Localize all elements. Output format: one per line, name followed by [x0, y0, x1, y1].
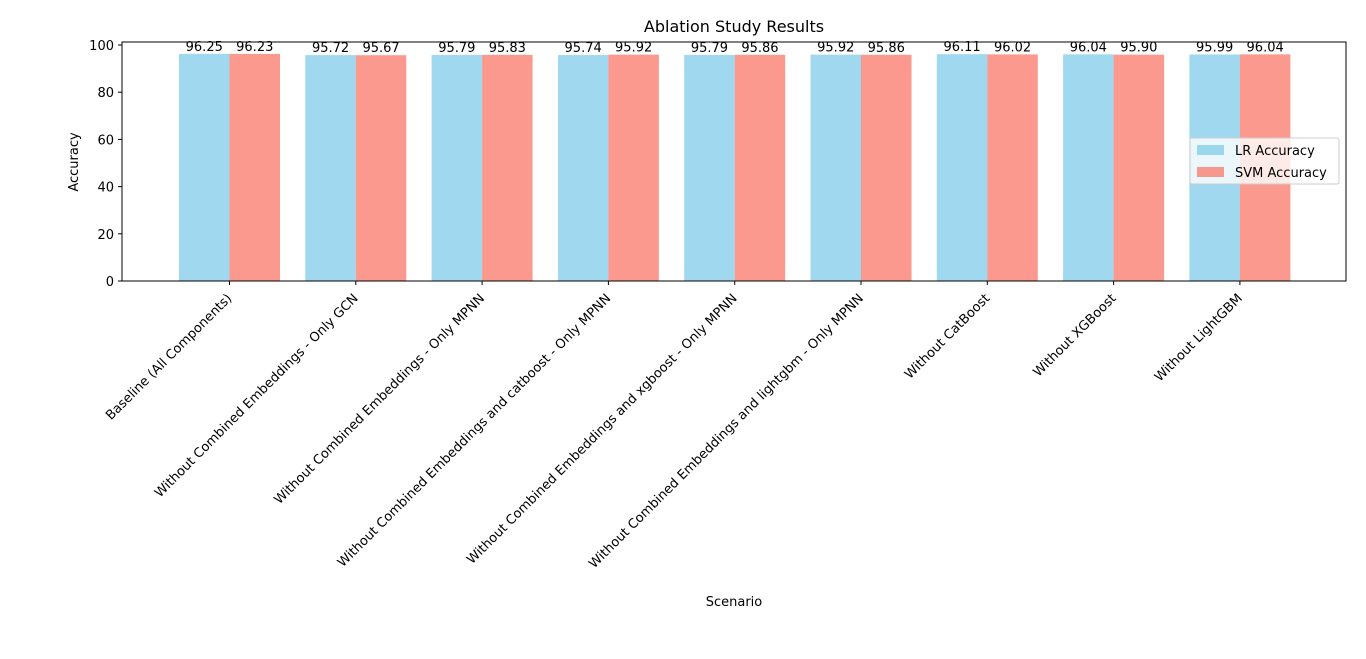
x-axis-label: Scenario — [706, 595, 763, 610]
x-tick-label-0: Baseline (All Components) — [103, 291, 235, 423]
legend-box — [1189, 137, 1340, 185]
data-label-svm-5: 95.86 — [868, 41, 905, 56]
y-axis-label: Accuracy — [67, 132, 82, 192]
bar-svm-7 — [1113, 54, 1165, 282]
bar-lr-1 — [305, 55, 356, 281]
bar-lr-3 — [557, 55, 609, 281]
plot-area: 96.25 95.72 95.79 95.74 95.79 95.92 96.11 96.04… — [89, 39, 1291, 572]
x-tick-label-4: Without Combined Embeddings and xgboost … — [464, 291, 740, 567]
x-tick-label-1: Without Combined Embeddings - Only GCN — [152, 291, 362, 501]
data-label-svm-7: 95.90 — [1120, 41, 1157, 56]
x-tick-label-7: Without XGBoost — [1031, 291, 1120, 380]
data-label-lr-6: 96.11 — [943, 40, 980, 55]
legend-swatch-lr — [1197, 145, 1224, 155]
chart-title: Ablation Study Results — [644, 17, 824, 36]
data-label-lr-0: 96.25 — [186, 40, 223, 55]
x-tick-label-2: Without Combined Embeddings - Only MPNN — [272, 291, 488, 507]
bar-lr-5 — [810, 54, 861, 281]
bar-svm-3 — [608, 54, 659, 281]
data-label-lr-4: 95.79 — [691, 41, 728, 56]
bar-svm-0 — [229, 53, 280, 281]
bar-svm-5 — [861, 54, 912, 281]
plot-frame — [121, 41, 1347, 282]
y-tick-label-100: 100 — [89, 39, 114, 54]
y-tick-label-40: 40 — [97, 181, 114, 196]
x-tick-label-5: Without Combined Embeddings and lightgbm… — [586, 291, 867, 572]
legend-swatch-svm — [1197, 167, 1224, 177]
x-tick-label-3: Without Combined Embeddings and catboost… — [335, 291, 614, 570]
data-label-svm-8: 96.04 — [1247, 40, 1284, 55]
legend-label-svm: SVM Accuracy — [1235, 166, 1327, 181]
bar-svm-2 — [482, 54, 533, 281]
y-tick-label-80: 80 — [97, 86, 114, 101]
bar-lr-7 — [1063, 54, 1114, 282]
y-tick-label-60: 60 — [97, 133, 114, 148]
x-tick-label-8: Without LightGBM — [1152, 291, 1246, 385]
data-label-svm-0: 96.23 — [236, 40, 273, 55]
bar-svm-1 — [355, 55, 407, 282]
data-label-svm-6: 96.02 — [994, 40, 1031, 55]
bar-lr-0 — [179, 53, 230, 281]
bar-svm-4 — [734, 54, 786, 281]
data-label-lr-7: 96.04 — [1070, 40, 1107, 55]
data-label-svm-4: 95.86 — [741, 41, 778, 56]
bar-lr-6 — [936, 54, 988, 281]
bar-lr-2 — [431, 54, 483, 281]
data-label-svm-2: 95.83 — [489, 41, 526, 56]
y-tick-label-0: 0 — [106, 275, 114, 290]
bar-lr-4 — [684, 54, 735, 281]
data-label-lr-8: 95.99 — [1196, 40, 1233, 55]
data-label-lr-5: 95.92 — [817, 41, 854, 56]
legend: LR Accuracy SVM Accuracy — [1189, 137, 1340, 185]
data-label-lr-2: 95.79 — [438, 41, 475, 56]
data-label-lr-3: 95.74 — [565, 41, 602, 56]
x-tick-label-6: Without CatBoost — [902, 291, 993, 382]
y-tick-label-20: 20 — [97, 228, 114, 243]
legend-label-lr: LR Accuracy — [1235, 144, 1315, 159]
data-label-svm-3: 95.92 — [615, 41, 652, 56]
data-label-svm-1: 95.67 — [362, 41, 399, 56]
bar-svm-6 — [987, 54, 1038, 282]
data-label-lr-1: 95.72 — [312, 41, 349, 56]
